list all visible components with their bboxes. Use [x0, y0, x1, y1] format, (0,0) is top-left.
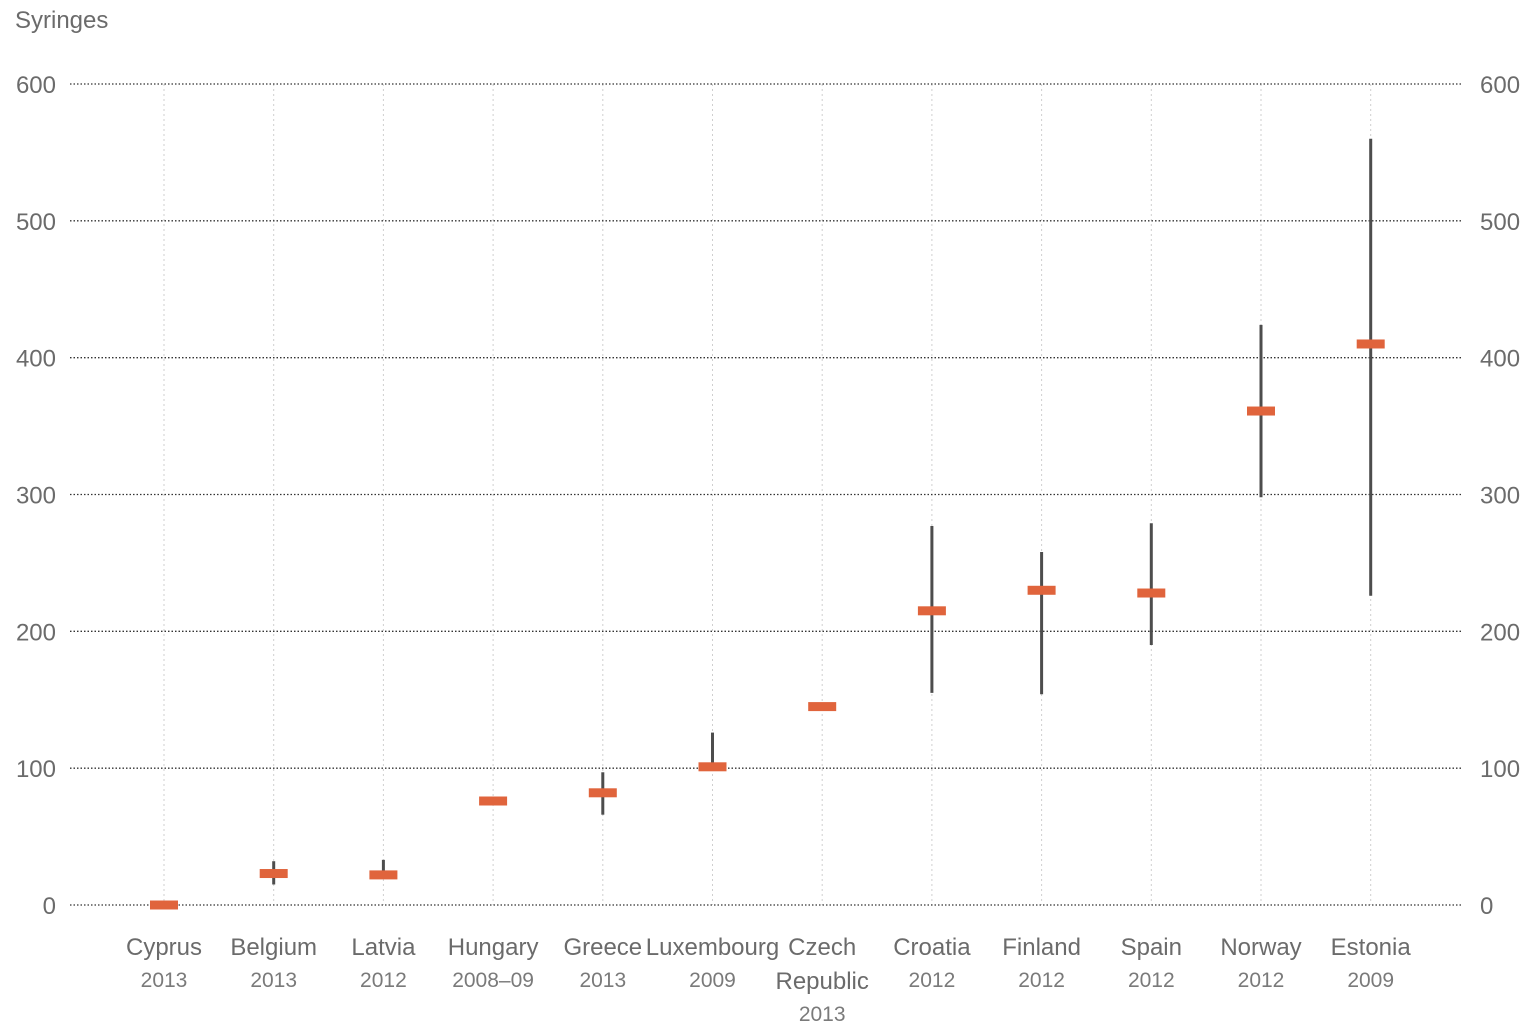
- y-tick-label-left: 400: [16, 346, 56, 373]
- value-marker: [369, 870, 398, 880]
- value-marker: [1356, 339, 1385, 349]
- value-marker: [698, 762, 727, 772]
- y-tick-label-right: 600: [1480, 72, 1520, 99]
- y-tick-label-left: 0: [43, 893, 56, 920]
- value-marker: [588, 788, 617, 798]
- value-marker: [1137, 588, 1166, 598]
- y-tick-label-right: 300: [1480, 483, 1520, 510]
- y-tick-label-right: 0: [1480, 893, 1493, 920]
- y-tick-label-left: 500: [16, 209, 56, 236]
- x-category-label: Republic: [776, 968, 869, 995]
- x-year-label: 2009: [1347, 969, 1394, 992]
- x-category-label: Cyprus: [126, 934, 202, 961]
- x-category-label: Greece: [563, 934, 642, 961]
- y-axis-left: 0 100 200 300 400 500 600: [16, 72, 56, 920]
- x-year-label: 2008–09: [452, 969, 534, 992]
- x-year-label: 2013: [579, 969, 626, 992]
- x-category-label: Finland: [1002, 934, 1081, 961]
- y-tick-label-left: 300: [16, 483, 56, 510]
- y-tick-label-left: 200: [16, 619, 56, 646]
- x-year-label: 2012: [1238, 969, 1285, 992]
- horizontal-gridlines: [70, 83, 1462, 906]
- y-tick-label-right: 500: [1480, 209, 1520, 236]
- x-year-label: 2012: [1128, 969, 1175, 992]
- y-tick-label-right: 200: [1480, 619, 1520, 646]
- value-markers: [150, 339, 1385, 910]
- x-category-label: Luxembourg: [646, 934, 779, 961]
- x-axis-labels: Cyprus 2013 Belgium 2013 Latvia 2012 Hungary 20…: [126, 934, 1411, 1026]
- x-category-label: Hungary: [448, 934, 539, 961]
- y-tick-label-left: 100: [16, 756, 56, 783]
- value-marker: [259, 869, 288, 879]
- x-category-label: Czech: [788, 934, 856, 961]
- x-category-label: Croatia: [893, 934, 971, 961]
- value-marker: [917, 606, 946, 616]
- x-year-label: 2009: [689, 969, 736, 992]
- value-marker: [1247, 406, 1275, 416]
- x-category-label: Spain: [1121, 934, 1182, 961]
- x-category-label: Belgium: [230, 934, 317, 961]
- x-year-label: 2013: [141, 969, 188, 992]
- y-axis-right: 0 100 200 300 400 500 600: [1480, 72, 1520, 920]
- value-marker: [808, 702, 837, 712]
- x-year-label: 2012: [909, 969, 956, 992]
- y-tick-label-right: 100: [1480, 756, 1520, 783]
- x-category-label: Latvia: [351, 934, 416, 961]
- value-marker: [150, 900, 178, 910]
- x-year-label: 2013: [250, 969, 297, 992]
- x-category-label: Norway: [1220, 934, 1301, 961]
- y-axis-unit-label: Syringes: [15, 7, 108, 34]
- y-tick-label-left: 600: [16, 72, 56, 99]
- x-year-label: 2012: [1018, 969, 1065, 992]
- value-marker: [479, 796, 508, 806]
- x-year-label: 2012: [360, 969, 407, 992]
- x-year-label: 2013: [799, 1003, 846, 1026]
- x-category-label: Estonia: [1331, 934, 1412, 961]
- value-marker: [1027, 585, 1056, 595]
- y-tick-label-right: 400: [1480, 346, 1520, 373]
